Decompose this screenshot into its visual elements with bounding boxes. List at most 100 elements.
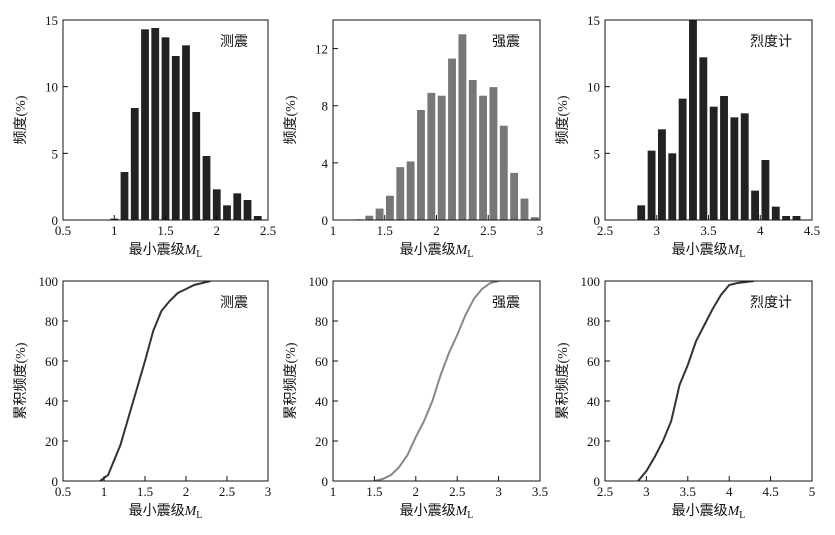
bar (385, 195, 394, 220)
bar (448, 58, 456, 220)
cumulative-line (374, 281, 499, 481)
y-tick-label: 80 (587, 314, 600, 329)
x-axis-label-symbol: M (184, 504, 198, 519)
x-tick-label: 3.5 (700, 223, 716, 238)
y-axis-label: 频度(%) (13, 95, 29, 144)
plot-area (354, 34, 539, 220)
x-tick-label: 2.5 (219, 484, 235, 499)
bar (406, 161, 415, 220)
axes-frame (62, 280, 269, 482)
y-axis-label: 累积频度(%) (283, 342, 299, 419)
x-axis-label-sub: L (467, 249, 473, 260)
x-axis-label-symbol: M (455, 243, 469, 258)
bar (668, 153, 677, 220)
axes-frame (604, 19, 813, 221)
y-tick-label: 0 (594, 474, 601, 489)
bar (689, 20, 697, 220)
bar (120, 172, 129, 220)
y-axis-label: 频度(%) (555, 95, 571, 144)
y-tick-label: 0 (52, 474, 59, 489)
plot-area (110, 28, 262, 220)
axes-frame (604, 280, 813, 482)
x-tick-label: 3 (537, 223, 544, 238)
bar (396, 167, 405, 220)
x-tick-label: 4 (757, 223, 764, 238)
x-tick-label: 3 (495, 484, 502, 499)
y-tick-label: 60 (315, 354, 328, 369)
x-tick-label: 2.5 (260, 223, 276, 238)
x-tick-label: 2 (183, 484, 190, 499)
y-tick-label: 15 (587, 13, 600, 28)
bar (709, 106, 718, 220)
x-tick-label: 3.5 (532, 484, 548, 499)
bar (161, 37, 170, 220)
bar (427, 92, 436, 220)
bar (202, 156, 211, 220)
bar (171, 56, 180, 220)
x-axis-label: 最小震级ML (129, 242, 203, 260)
y-tick-label: 60 (587, 354, 600, 369)
bar (657, 129, 666, 220)
x-axis-label-text: 最小震级 (672, 503, 728, 519)
plot-area (637, 281, 755, 481)
bar (771, 206, 780, 220)
y-tick-label: 100 (39, 274, 59, 289)
x-axis-label-text: 最小震级 (400, 242, 456, 258)
bar (792, 216, 801, 220)
x-tick-label: 4.5 (804, 223, 820, 238)
x-tick-label: 1.5 (377, 223, 393, 238)
x-axis-label-text: 最小震级 (129, 242, 185, 258)
bar (130, 108, 139, 220)
x-tick-label: 1.5 (157, 223, 173, 238)
x-tick-label: 1 (111, 223, 118, 238)
bar (212, 189, 221, 220)
bar (243, 200, 252, 220)
y-tick-label: 15 (45, 13, 58, 28)
x-tick-label: 4 (726, 484, 733, 499)
bar (678, 98, 687, 220)
bar (699, 57, 708, 220)
annotation: 烈度计 (750, 295, 792, 311)
axes-frame (332, 19, 541, 221)
bar (637, 205, 646, 220)
bar (499, 125, 508, 220)
y-tick-label: 10 (45, 80, 58, 95)
y-tick-label: 0 (52, 213, 59, 228)
bar (751, 190, 760, 220)
x-tick-label: 1.5 (366, 484, 382, 499)
bar (458, 34, 467, 220)
x-tick-label: 3 (643, 484, 650, 499)
bar (375, 208, 384, 220)
x-tick-label: 1 (101, 484, 108, 499)
x-axis-label: 最小震级ML (672, 503, 746, 521)
annotation: 测震 (220, 295, 248, 311)
x-tick-label: 3.5 (680, 484, 696, 499)
y-tick-label: 40 (45, 394, 58, 409)
cumulative-line (99, 281, 211, 481)
annotation: 强震 (492, 296, 520, 311)
x-tick-label: 2 (214, 223, 221, 238)
y-tick-label: 20 (587, 434, 600, 449)
x-tick-label: 2 (433, 223, 440, 238)
bar (530, 217, 539, 220)
y-tick-label: 20 (315, 434, 328, 449)
bar (761, 160, 770, 220)
x-tick-label: 3 (654, 223, 661, 238)
bar (720, 96, 728, 220)
bar (141, 29, 149, 220)
bar (647, 150, 656, 220)
x-axis-label-text: 最小震级 (672, 242, 728, 258)
y-axis-label: 累积频度(%) (555, 342, 571, 419)
bar (782, 216, 791, 220)
bar (233, 193, 242, 220)
x-tick-label: 0.5 (55, 484, 71, 499)
x-axis-label-sub: L (739, 249, 745, 260)
y-tick-label: 80 (315, 314, 328, 329)
x-axis-label-symbol: M (184, 243, 198, 258)
y-tick-label: 10 (587, 80, 600, 95)
bar (151, 28, 160, 220)
y-tick-label: 100 (309, 274, 329, 289)
